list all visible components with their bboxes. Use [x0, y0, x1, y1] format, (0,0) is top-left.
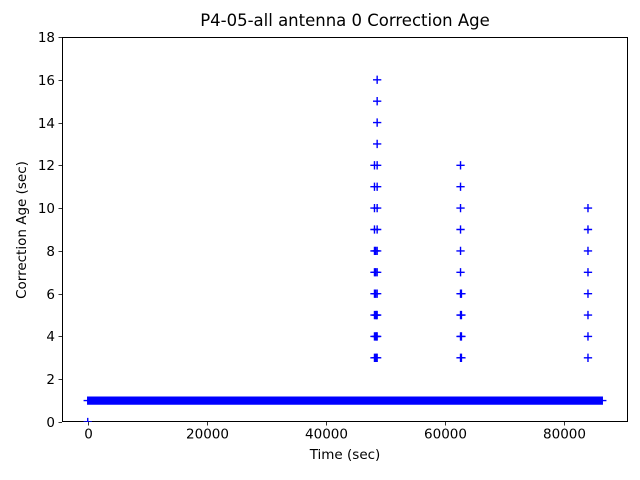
x-tick-label: 60000	[424, 427, 467, 443]
axes-frame	[62, 37, 628, 422]
series-age-1-band	[83, 396, 607, 405]
y-tick-label: 12	[38, 158, 55, 174]
y-axis-label: Correction Age (sec)	[14, 161, 30, 299]
x-axis-label: Time (sec)	[309, 447, 381, 463]
series-outage-48150	[370, 161, 379, 362]
y-tick-label: 2	[46, 372, 55, 388]
series-outage-62750	[457, 289, 466, 362]
series-outage-48350	[371, 246, 380, 362]
y-tick-label: 0	[46, 415, 55, 431]
x-tick-label: 20000	[186, 427, 229, 443]
y-tick-label: 14	[38, 116, 55, 132]
x-tick-label: 80000	[543, 427, 586, 443]
series-startup-point	[83, 417, 92, 422]
y-tick-label: 18	[38, 30, 55, 46]
series-outage-48500	[372, 310, 381, 362]
chart-title: P4-05-all antenna 0 Correction Age	[200, 11, 490, 30]
x-tick-label: 0	[84, 427, 93, 443]
series-outage-84000	[583, 203, 593, 362]
y-tick-label: 8	[46, 244, 55, 260]
y-tick-label: 4	[46, 329, 55, 345]
y-tick-label: 6	[46, 287, 55, 303]
y-tick-label: 10	[38, 201, 55, 217]
series-outage-62600	[456, 161, 465, 362]
y-tick-label: 16	[38, 73, 55, 89]
x-tick-label: 40000	[305, 427, 348, 443]
